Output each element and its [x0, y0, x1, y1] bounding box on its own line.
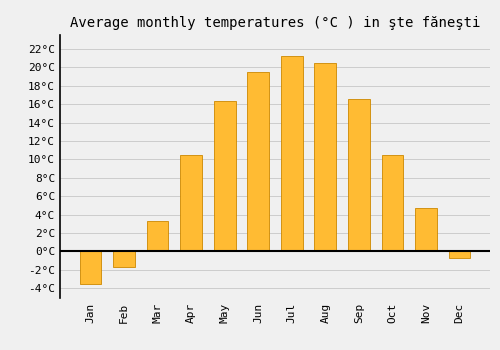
Bar	[180, 155, 202, 251]
Bar	[214, 101, 236, 251]
Bar	[382, 155, 404, 251]
Title: Average monthly temperatures (°C ) in şte făneşti: Average monthly temperatures (°C ) in şt…	[70, 16, 480, 30]
Bar	[113, 251, 135, 267]
Bar	[348, 99, 370, 251]
Bar	[281, 56, 302, 251]
Bar	[80, 251, 102, 284]
Bar	[248, 72, 269, 251]
Bar	[146, 221, 169, 251]
Bar	[314, 63, 336, 251]
Bar	[448, 251, 470, 258]
Bar	[415, 208, 437, 251]
